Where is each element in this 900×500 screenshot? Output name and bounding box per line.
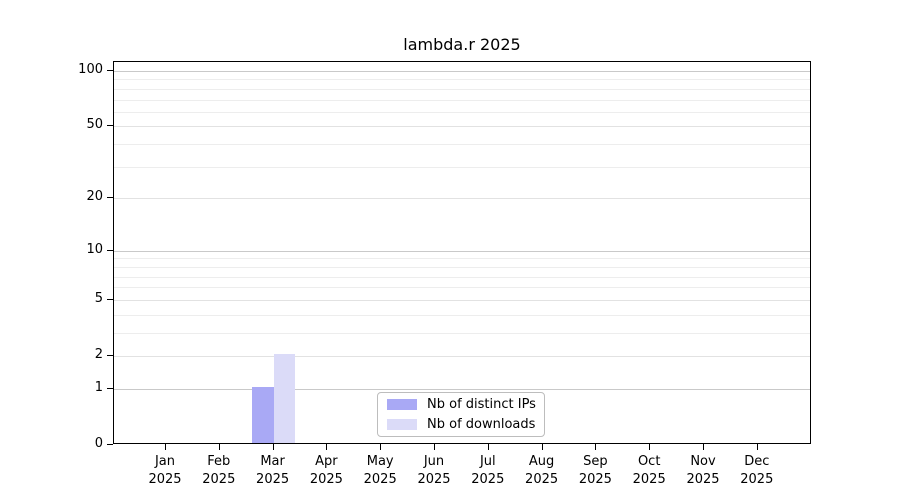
y-tick-label-50: 50 [86, 117, 103, 133]
x-tick-label-year: 2025 [363, 472, 397, 487]
gridline-50 [114, 126, 810, 128]
x-tick-label-feb: Feb 2025 [188, 453, 250, 489]
y-tick-50 [107, 125, 113, 127]
y-tick-100 [107, 70, 113, 71]
gridline-4 [114, 314, 810, 316]
gridline-20 [114, 198, 810, 200]
x-tick-label-year: 2025 [256, 472, 290, 487]
y-tick-5 [107, 298, 113, 300]
y-tick-1 [107, 387, 113, 389]
x-tick-label-month: May [366, 454, 394, 469]
bar-nb-of-distinct-ips [252, 386, 274, 443]
x-tick-aug [541, 444, 543, 450]
legend-swatch-distinct-ips-icon [387, 399, 417, 410]
y-tick-20 [107, 197, 113, 199]
x-tick-may [380, 444, 382, 450]
y-tick-label-1: 1 [94, 379, 103, 395]
gridline-5 [114, 299, 810, 301]
legend-label-distinct-ips: Nb of distinct IPs [427, 397, 536, 412]
x-tick-jan [165, 444, 166, 450]
gridline-3 [114, 332, 810, 334]
x-tick-label-year: 2025 [525, 472, 559, 487]
gridline-6 [114, 287, 810, 289]
x-tick-label-sep: Sep 2025 [564, 453, 626, 489]
x-tick-label-aug: Aug 2025 [511, 453, 573, 489]
x-tick-label-dec: Dec 2025 [726, 453, 788, 489]
x-tick-dec [756, 444, 758, 450]
gridline-8 [114, 266, 810, 268]
legend-label-downloads: Nb of downloads [427, 417, 536, 432]
x-tick-label-year: 2025 [740, 472, 774, 487]
y-tick-label-20: 20 [86, 189, 103, 205]
x-tick-label-year: 2025 [148, 472, 182, 487]
x-tick-apr [326, 444, 328, 450]
x-tick-label-jul: Jul 2025 [457, 453, 519, 489]
x-tick-label-year: 2025 [309, 472, 343, 487]
x-tick-feb [218, 444, 220, 450]
x-tick-label-year: 2025 [632, 472, 666, 487]
x-tick-jun [434, 444, 435, 450]
x-tick-label-month: Sep [583, 454, 608, 469]
y-tick-0 [107, 444, 113, 445]
x-tick-jul [487, 444, 489, 450]
x-tick-label-mar: Mar 2025 [242, 453, 304, 489]
chart-title: lambda.r 2025 [403, 35, 521, 54]
x-tick-label-month: Mar [260, 454, 285, 469]
x-tick-label-nov: Nov 2025 [672, 453, 734, 489]
x-tick-sep [595, 444, 597, 450]
x-tick-label-jun: Jun 2025 [403, 453, 465, 489]
gridline-40 [114, 144, 810, 146]
x-tick-label-month: Aug [528, 454, 555, 469]
x-tick-label-year: 2025 [471, 472, 505, 487]
x-tick-label-year: 2025 [686, 472, 720, 487]
gridline-2 [114, 356, 810, 357]
y-tick-label-5: 5 [94, 290, 103, 306]
gridline-7 [114, 276, 810, 278]
gridline-70 [114, 99, 810, 101]
gridline-100 [114, 71, 810, 72]
x-tick-label-month: Dec [744, 454, 770, 469]
gridline-1 [114, 388, 810, 390]
x-tick-label-month: Apr [315, 454, 338, 469]
plot-area: Nb of distinct IPs Nb of downloads [113, 61, 811, 444]
y-tick-2 [107, 355, 113, 356]
gridline-9 [114, 258, 810, 260]
y-tick-label-0: 0 [94, 436, 103, 451]
gridline-90 [114, 79, 810, 81]
x-tick-label-month: Jul [479, 454, 496, 469]
legend-item-distinct-ips: Nb of distinct IPs [387, 397, 544, 412]
gridline-10 [114, 250, 810, 252]
x-tick-label-jan: Jan 2025 [134, 453, 196, 489]
x-tick-oct [649, 444, 651, 450]
x-tick-label-month: Jun [423, 454, 445, 469]
x-tick-label-year: 2025 [417, 472, 451, 487]
x-tick-label-month: Feb [207, 454, 231, 469]
x-tick-label-year: 2025 [578, 472, 612, 487]
gridline-60 [114, 111, 810, 113]
x-tick-label-month: Oct [637, 454, 661, 469]
x-tick-label-may: May 2025 [349, 453, 411, 489]
x-tick-label-oct: Oct 2025 [618, 453, 680, 489]
x-tick-mar [272, 444, 274, 450]
y-tick-10 [107, 249, 113, 251]
x-tick-label-year: 2025 [202, 472, 236, 487]
bar-nb-of-downloads [273, 354, 296, 443]
y-tick-label-100: 100 [78, 62, 103, 77]
legend-item-downloads: Nb of downloads [387, 417, 544, 432]
legend: Nb of distinct IPs Nb of downloads [377, 392, 545, 437]
x-tick-label-month: Nov [690, 454, 716, 469]
y-tick-label-10: 10 [86, 241, 103, 257]
gridline-80 [114, 88, 810, 90]
y-tick-label-2: 2 [94, 347, 103, 362]
x-tick-label-month: Jan [154, 454, 176, 469]
gridline-30 [114, 166, 810, 168]
legend-swatch-downloads-icon [387, 419, 417, 430]
x-tick-label-apr: Apr 2025 [295, 453, 357, 489]
x-tick-nov [703, 444, 704, 450]
